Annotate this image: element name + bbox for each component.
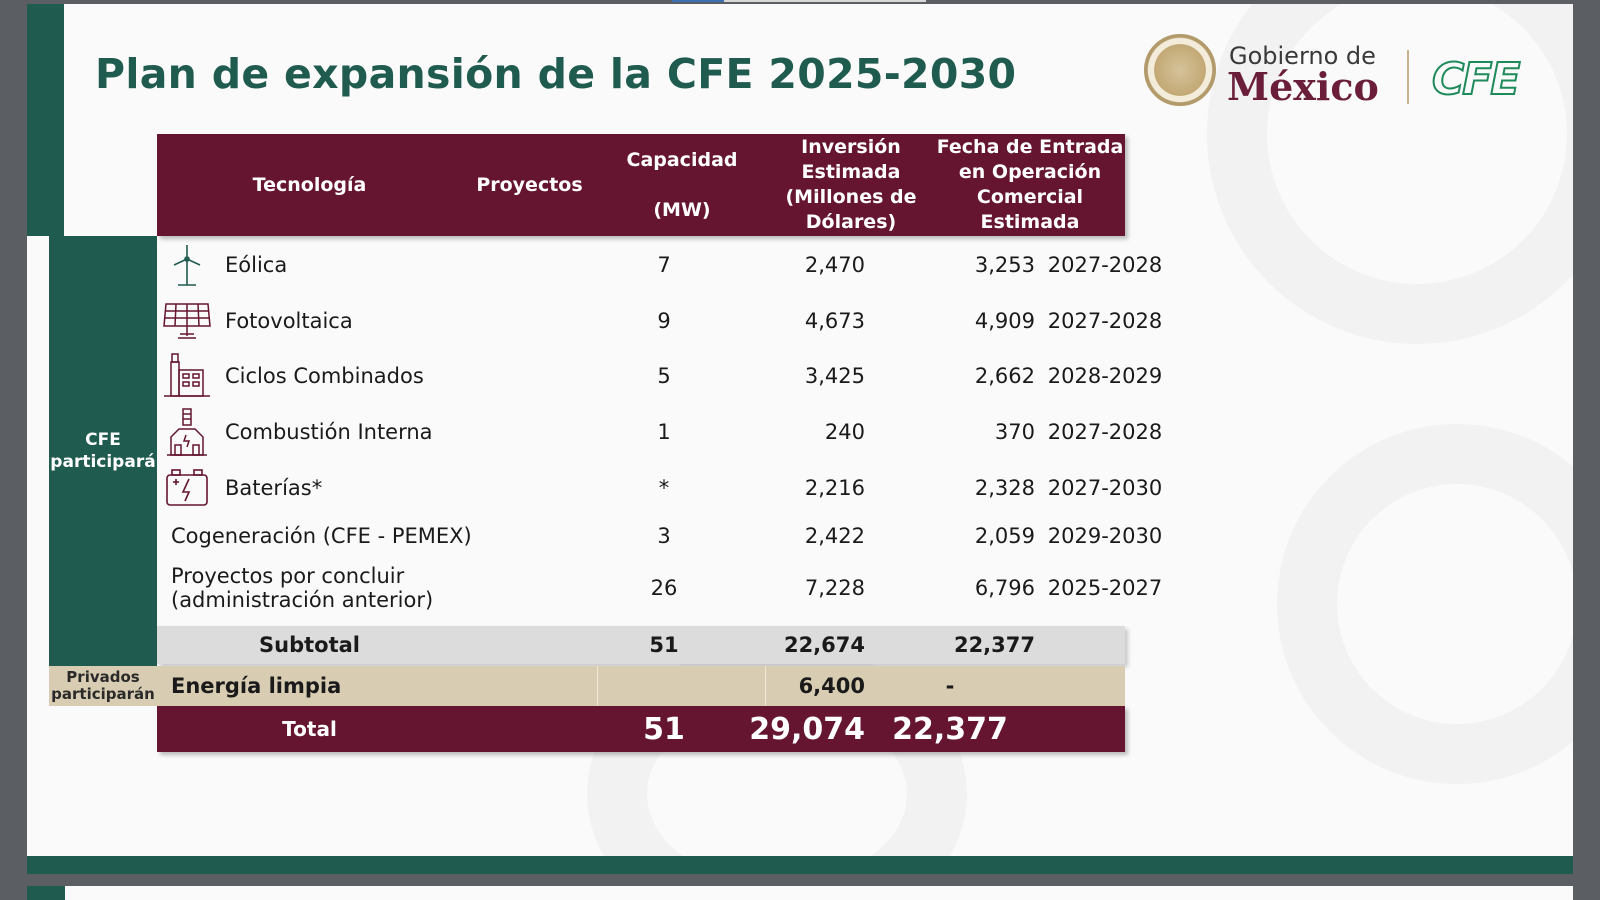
table-row: Combustión Interna 1 240 370 2027-2028 <box>157 406 1162 458</box>
cell-proyectos: * <box>658 476 670 500</box>
header-capacidad: Capacidad (MW) <box>626 148 738 221</box>
total-label: Total <box>282 717 337 741</box>
table-row: Fotovoltaica 9 4,673 4,909 2027-2028 <box>157 296 1162 346</box>
subtotal-proyectos: 51 <box>649 633 679 657</box>
table-row: Cogeneración (CFE - PEMEX) 3 2,422 2,059… <box>157 516 1162 556</box>
next-slide-preview[interactable] <box>27 886 1573 900</box>
cfe-logo: CFE <box>1431 53 1521 106</box>
group-label-cfe: CFE participará <box>49 236 157 666</box>
cell-capacidad: 3,425 <box>804 364 865 388</box>
header-proyectos: Proyectos <box>476 173 583 196</box>
total-capacidad: 29,074 <box>749 711 865 747</box>
cell-proyectos: 5 <box>657 364 671 388</box>
cell-fecha: 2027-2030 <box>1047 476 1163 500</box>
cell-tecnologia: Baterías* <box>157 462 597 514</box>
cell-inversion: 2,059 <box>974 524 1035 548</box>
table-row: Eólica 7 2,470 3,253 2027-2028 <box>157 240 1162 290</box>
header-fecha: Fecha de Entrada en Operación Comercial … <box>936 136 1124 233</box>
logo-divider <box>1407 50 1409 104</box>
viewer-tab-active-marker <box>672 0 724 2</box>
privados-inversion: - <box>945 674 955 698</box>
viewer-tab-indicator <box>672 0 926 2</box>
cell-capacidad: 240 <box>824 420 865 444</box>
wind-turbine-icon <box>161 241 213 289</box>
subtotal-inversion: 22,377 <box>953 633 1035 657</box>
cell-proyectos: 1 <box>657 420 671 444</box>
column-divider <box>597 666 598 706</box>
battery-icon <box>161 464 213 512</box>
cell-inversion: 2,328 <box>974 476 1035 500</box>
cell-proyectos: 9 <box>657 309 671 333</box>
background-ornament <box>1277 424 1573 784</box>
cell-tecnologia: Eólica <box>157 240 597 290</box>
cell-proyectos: 7 <box>657 253 671 277</box>
subtotal-row: Subtotal 51 22,674 22,377 <box>157 626 1125 664</box>
column-divider <box>765 666 766 706</box>
subtotal-capacidad: 22,674 <box>783 633 865 657</box>
mexico-text: México <box>1227 64 1379 109</box>
cell-inversion: 4,909 <box>974 309 1035 333</box>
cell-fecha: 2028-2029 <box>1047 364 1163 388</box>
table-row: Baterías* * 2,216 2,328 2027-2030 <box>157 462 1162 514</box>
cell-capacidad: 2,470 <box>804 253 865 277</box>
cell-fecha: 2029-2030 <box>1047 524 1163 548</box>
cell-capacidad: 7,228 <box>804 576 865 600</box>
cell-capacidad: 2,422 <box>804 524 865 548</box>
cell-capacidad: 2,216 <box>804 476 865 500</box>
factory-icon <box>161 408 213 456</box>
cell-inversion: 6,796 <box>974 576 1035 600</box>
cell-tecnologia: Combustión Interna <box>157 406 597 458</box>
national-seal-logo <box>1144 34 1216 106</box>
power-plant-icon <box>161 352 213 400</box>
cell-fecha: 2027-2028 <box>1047 253 1163 277</box>
slide: Plan de expansión de la CFE 2025-2030 Go… <box>27 4 1573 856</box>
cell-inversion: 370 <box>994 420 1035 444</box>
group-label-privados: Privados participarán <box>49 666 157 706</box>
total-proyectos: 51 <box>643 711 685 747</box>
slide-footer-bar <box>27 856 1573 874</box>
total-inversion: 22,377 <box>892 711 1008 747</box>
cell-inversion: 3,253 <box>974 253 1035 277</box>
table-row: Proyectos por concluir (administración a… <box>157 560 1162 616</box>
cell-tecnologia: Fotovoltaica <box>157 296 597 346</box>
cell-tecnologia: Proyectos por concluir (administración a… <box>171 564 434 612</box>
gobierno-de-text: Gobierno de <box>1229 42 1376 70</box>
cell-tecnologia: Cogeneración (CFE - PEMEX) <box>171 524 472 548</box>
privados-label: Energía limpia <box>171 674 342 698</box>
privados-capacidad: 6,400 <box>798 674 865 698</box>
cell-capacidad: 4,673 <box>804 309 865 333</box>
cell-tecnologia: Ciclos Combinados <box>157 350 597 402</box>
cell-proyectos: 3 <box>657 524 671 548</box>
table-header: Tecnología Proyectos Capacidad (MW) Inve… <box>157 134 1125 236</box>
privados-row: Energía limpia 6,400 - <box>157 666 1125 706</box>
solar-panel-icon <box>161 297 213 345</box>
next-slide-accent <box>27 886 65 900</box>
slide-accent-bar <box>27 4 64 236</box>
slide-title: Plan de expansión de la CFE 2025-2030 <box>95 50 1017 98</box>
header-inversion: Inversión Estimada (Millones de Dólares) <box>785 136 917 233</box>
cell-proyectos: 26 <box>650 576 678 600</box>
cell-fecha: 2027-2028 <box>1047 420 1163 444</box>
table-row: Ciclos Combinados 5 3,425 2,662 2028-202… <box>157 350 1162 402</box>
header-tecnologia: Tecnología <box>252 173 367 196</box>
cell-fecha: 2025-2027 <box>1047 576 1163 600</box>
cell-fecha: 2027-2028 <box>1047 309 1163 333</box>
total-row: Total 51 29,074 22,377 <box>157 706 1125 752</box>
cell-inversion: 2,662 <box>974 364 1035 388</box>
subtotal-label: Subtotal <box>259 633 360 657</box>
